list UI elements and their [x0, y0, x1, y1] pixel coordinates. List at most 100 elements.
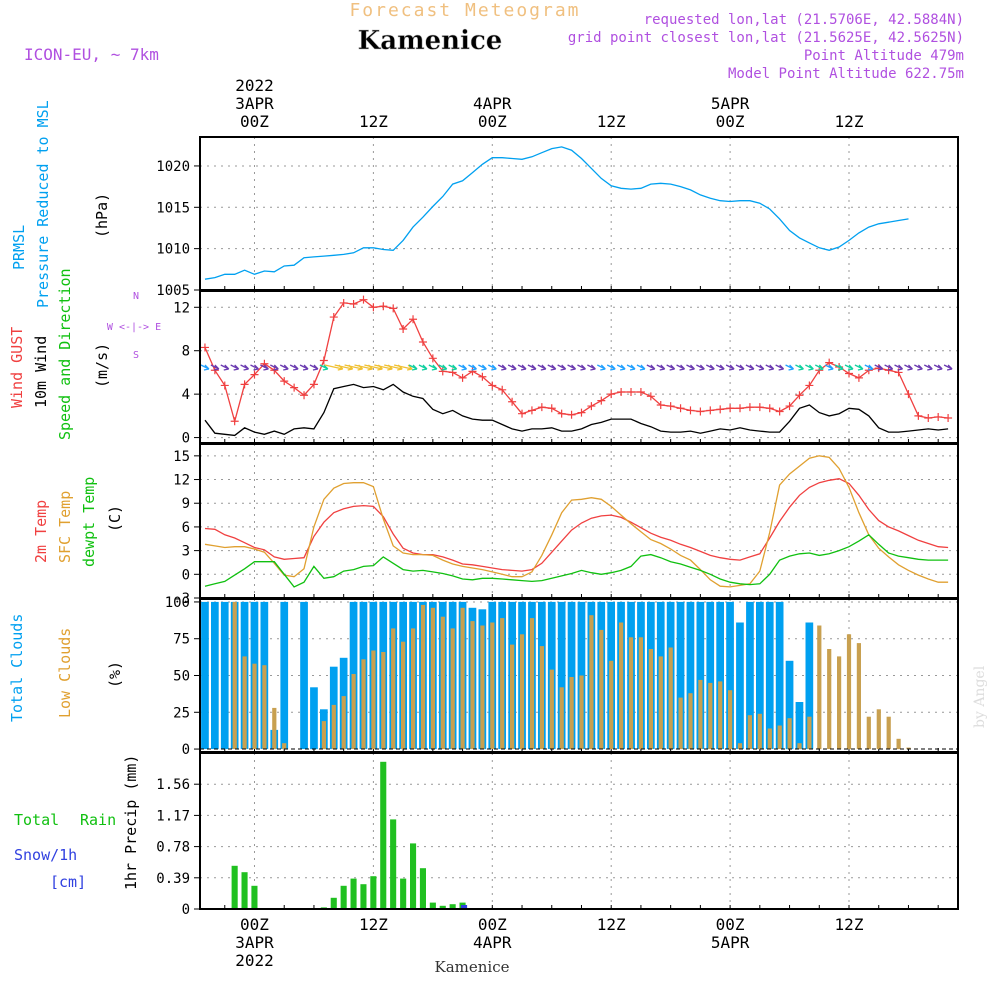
- precip-bar-0: [390, 819, 397, 909]
- pressure-frame: [199, 136, 959, 291]
- wind-arrow: [646, 364, 656, 371]
- gust-marker: [518, 409, 527, 418]
- clouds-bar-1: [747, 715, 752, 749]
- clouds-bar-1: [341, 696, 346, 750]
- clouds-bar-1: [807, 716, 812, 750]
- wind-arrow: [775, 364, 785, 371]
- wind-labels: Wind GUST 10m Wind Speed and Direction (…: [8, 268, 161, 440]
- gust-marker: [646, 392, 655, 401]
- requested-coords: requested lon,lat (21.5706E, 42.5884N): [644, 12, 964, 28]
- wind-arrow: [270, 364, 279, 371]
- clouds-ytick-label: 100: [165, 595, 190, 611]
- temp-labels: 2m Temp SFC Temp dewpt Temp (C): [32, 477, 124, 567]
- wind-arrow: [230, 364, 240, 371]
- compass-n: N: [133, 291, 139, 302]
- bottom-time-label: 3APR: [235, 933, 274, 952]
- temperature-data: [204, 455, 949, 588]
- gust-marker: [666, 402, 675, 411]
- clouds-bar-0: [696, 601, 705, 749]
- gust-marker: [934, 412, 943, 421]
- wind-arrow: [289, 364, 299, 371]
- gust-marker: [755, 403, 764, 412]
- temperature-ytick-label: 3: [182, 544, 190, 560]
- clouds-bar-0: [310, 687, 318, 750]
- top-time-label: 5APR: [711, 94, 750, 113]
- temperature-frame: [199, 443, 959, 599]
- wind-arrow: [567, 364, 577, 371]
- wind-arrow: [933, 364, 943, 371]
- wind-arrow: [676, 364, 686, 371]
- clouds-bar-1: [510, 644, 515, 750]
- gust-marker: [349, 300, 358, 309]
- point-altitude: Point Altitude 479m: [804, 48, 964, 64]
- gust-label: Wind GUST: [8, 327, 26, 408]
- gust-marker: [488, 381, 497, 390]
- station-title: Kamenice: [358, 26, 503, 56]
- gust-marker: [369, 303, 378, 312]
- wind-arrow: [497, 364, 507, 371]
- precip-bar-0: [370, 876, 377, 909]
- clouds-bar-0: [557, 601, 566, 749]
- wind-arrow: [805, 364, 814, 371]
- clouds-bar-1: [470, 621, 475, 750]
- clouds-bar-1: [668, 647, 673, 749]
- t2m-label: 2m Temp: [32, 500, 50, 563]
- temperature-ytick-label: 0: [182, 567, 190, 583]
- clouds-ytick-label: 25: [173, 705, 190, 721]
- wind-arrow: [478, 364, 487, 371]
- product-title: Forecast Meteogram: [349, 0, 580, 21]
- clouds-bar-1: [896, 738, 901, 750]
- wind-arrow: [824, 364, 834, 371]
- wind-arrow: [577, 364, 586, 371]
- clouds-bar-1: [282, 743, 287, 750]
- wind-arrow: [814, 364, 824, 371]
- gust-marker: [319, 356, 328, 365]
- clouds-bar-1: [460, 607, 465, 749]
- clouds-bar-1: [886, 716, 891, 750]
- sfc-label: SFC Temp: [56, 491, 74, 563]
- pressure-panel: 1005 1010 1015 1020: [156, 136, 959, 299]
- pressure-data: [204, 146, 909, 280]
- clouds-bar-0: [567, 601, 576, 749]
- precip-bar-1: [461, 905, 468, 909]
- clouds-bar-0: [211, 601, 219, 749]
- precip-ytick-label: 0.78: [156, 840, 190, 856]
- clouds-bar-1: [519, 634, 525, 750]
- wind-arrow: [547, 364, 557, 371]
- clouds-bar-0: [746, 601, 754, 749]
- gust-marker: [418, 338, 427, 347]
- bottom-time-label: 00Z: [478, 915, 507, 934]
- panels: 1005 1010 1015 1020 0 4 8 12 -3 0 3 6 9 12 15 0 25 50 75 10…: [156, 136, 959, 918]
- gust-marker: [200, 343, 209, 352]
- temperature-series-0: [204, 478, 949, 572]
- top-time-label: 00Z: [478, 112, 507, 131]
- cloud-unit: (%): [106, 661, 124, 688]
- clouds-bar-0: [785, 660, 794, 750]
- precip-bar-0: [439, 905, 446, 909]
- temperature-ytick-label: -3: [173, 591, 190, 607]
- clouds-bar-1: [688, 693, 693, 750]
- clouds-bar-1: [876, 709, 881, 749]
- gust-marker: [696, 407, 705, 416]
- precip-frame: [199, 752, 959, 910]
- wind-arrow: [904, 364, 913, 371]
- clouds-bar-1: [797, 743, 802, 750]
- gust-marker: [607, 390, 616, 399]
- rain-label: Rain: [80, 811, 116, 829]
- clouds-bar-1: [757, 713, 762, 750]
- gust-marker: [765, 404, 774, 413]
- clouds-bar-0: [726, 601, 734, 749]
- snow-label: Snow/1h: [14, 846, 77, 864]
- gust-marker: [924, 414, 933, 423]
- clouds-bar-0: [736, 622, 744, 749]
- wind-arrow: [616, 364, 626, 371]
- wind-arrow: [795, 364, 804, 371]
- bottom-time-label: 00Z: [240, 915, 269, 934]
- gust-marker: [409, 315, 418, 324]
- top-time-label: 2022: [235, 76, 274, 95]
- gust-marker: [944, 414, 953, 423]
- precip-ytick-label: 1.17: [156, 808, 190, 824]
- clouds-bar-1: [777, 725, 782, 749]
- clouds-bar-1: [331, 704, 336, 749]
